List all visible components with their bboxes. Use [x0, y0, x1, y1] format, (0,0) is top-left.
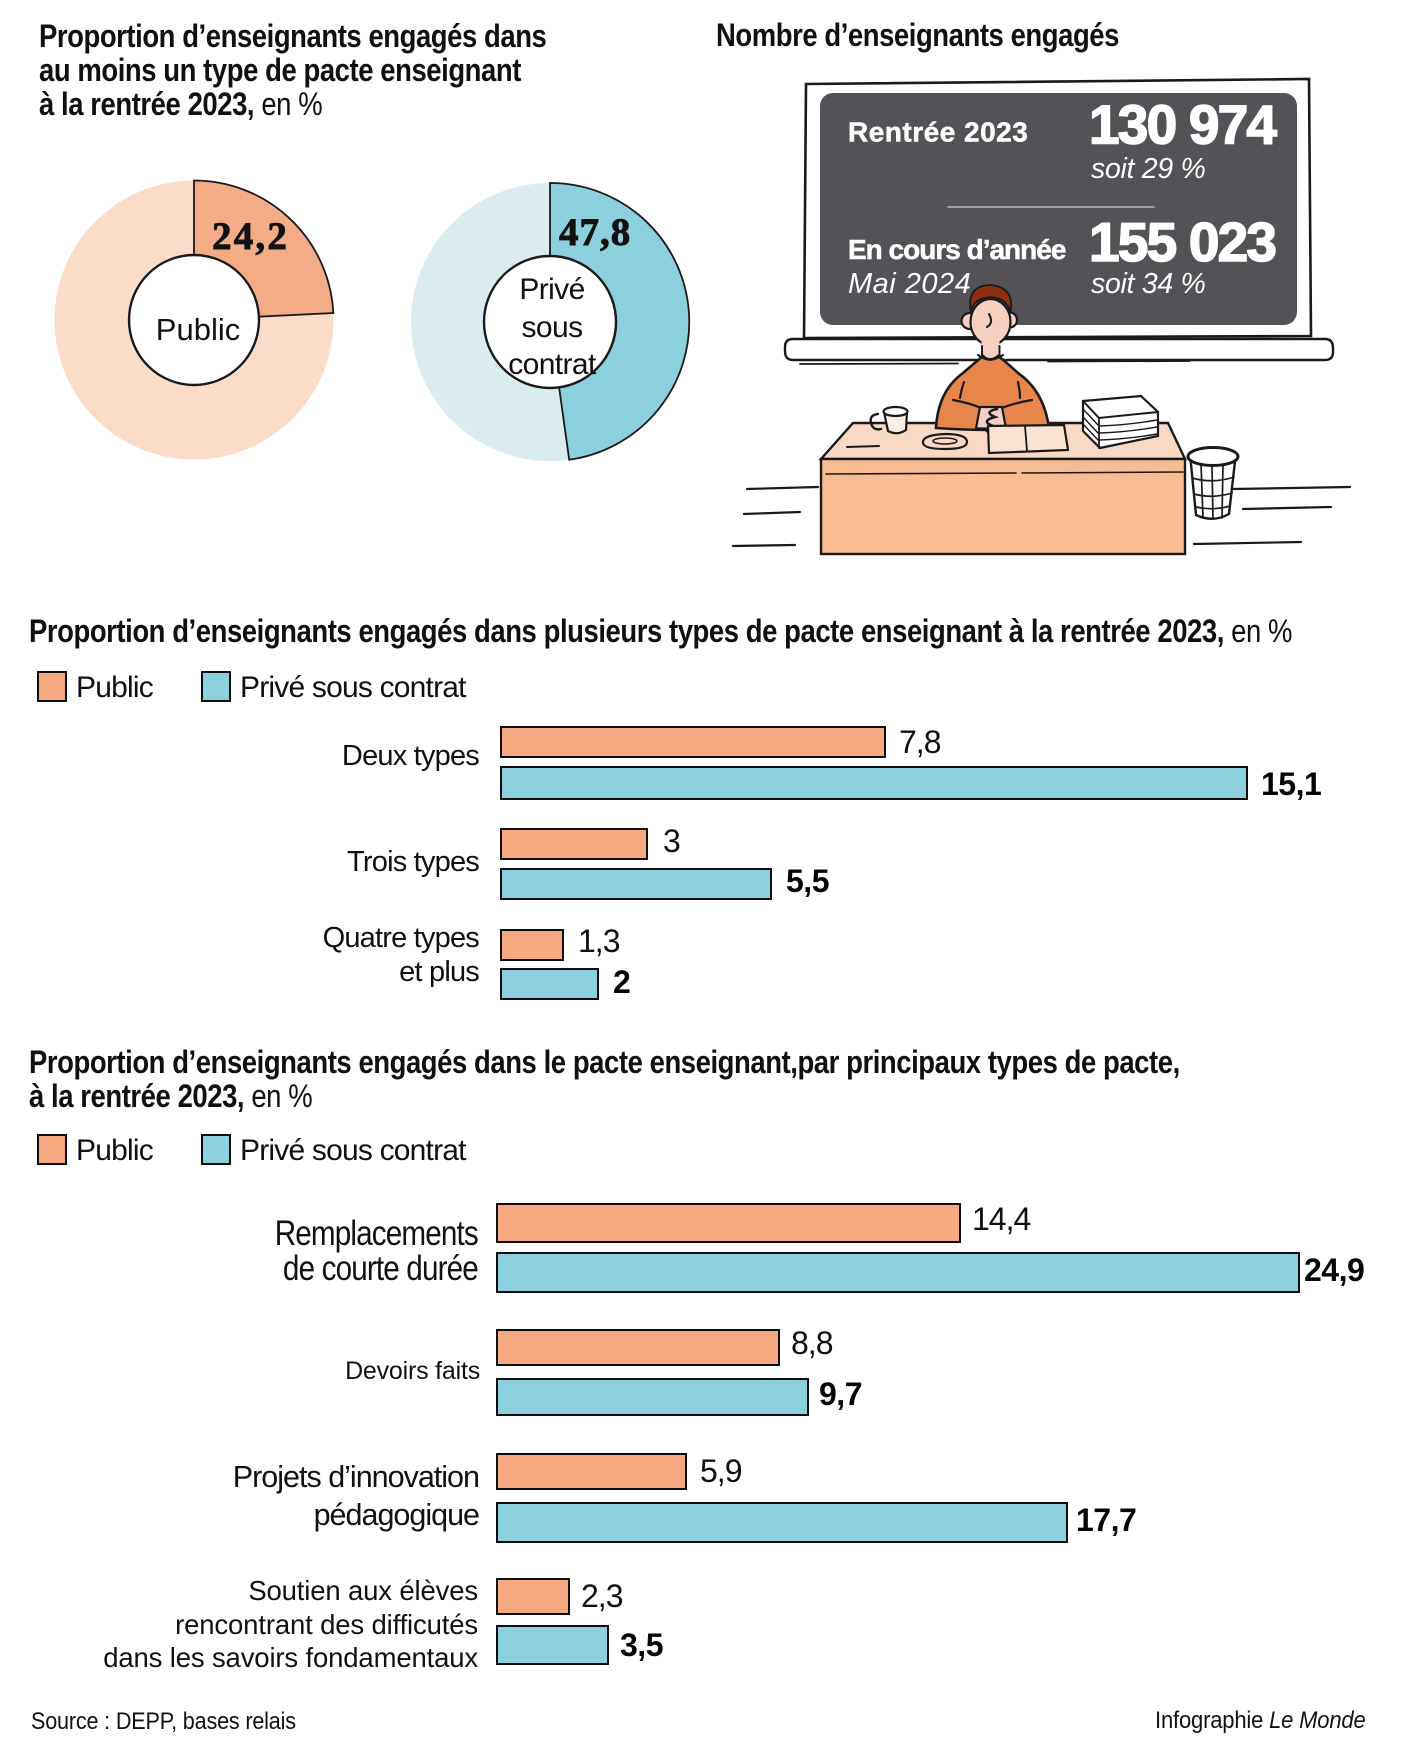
svg-text:155 023: 155 023 [1089, 211, 1275, 273]
svg-text:Rentrée 2023: Rentrée 2023 [848, 117, 1028, 148]
svg-text:En cours d’année: En cours d’année [848, 234, 1066, 265]
svg-text:soit 29 %: soit 29 % [1091, 153, 1206, 185]
svg-text:Mai 2024: Mai 2024 [848, 268, 971, 300]
svg-text:130 974: 130 974 [1089, 94, 1277, 156]
svg-text:soit 34 %: soit 34 % [1091, 268, 1206, 300]
